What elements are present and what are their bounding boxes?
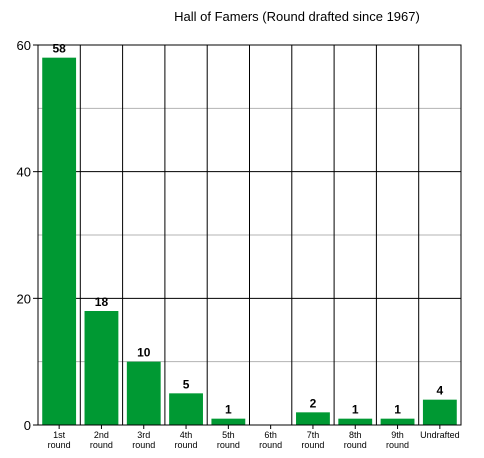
x-tick-label-line: round [301, 440, 324, 450]
x-tick-label-line: 7th [307, 430, 320, 440]
x-tick-label-line: round [48, 440, 71, 450]
data-label: 1 [225, 403, 232, 417]
bars [42, 57, 457, 426]
x-tick-label-line: Undrafted [420, 430, 460, 440]
data-label: 2 [310, 396, 317, 410]
x-tick-label-line: 6th [264, 430, 277, 440]
y-tick-label: 60 [17, 38, 31, 53]
x-tick-label-line: 3rd [137, 430, 150, 440]
bar [380, 418, 415, 425]
data-label: 1 [352, 403, 359, 417]
x-tick-label: 2nd round [90, 430, 113, 450]
x-tick-label-line: round [344, 440, 367, 450]
x-tick-label: 8th round [344, 430, 367, 450]
data-label: 4 [437, 384, 444, 398]
bar [296, 412, 330, 425]
x-tick-label-line: round [175, 440, 198, 450]
bar [338, 418, 373, 425]
x-tick-label: 5th round [217, 430, 240, 450]
plot-frame [37, 44, 462, 426]
data-label: 5 [183, 377, 190, 391]
gridlines [38, 44, 461, 426]
bar [422, 399, 457, 425]
x-tick-label-line: 5th [222, 430, 235, 440]
x-tick-label-line: round [217, 440, 240, 450]
chart-title: Hall of Famers (Round drafted since 1967… [174, 9, 420, 24]
bar [126, 361, 161, 425]
data-label: 1 [394, 403, 401, 417]
axes [37, 44, 462, 426]
x-tick-label-line: 4th [180, 430, 193, 440]
y-tick-label: 20 [17, 291, 31, 306]
bar [42, 57, 77, 426]
x-tick-label-line: round [259, 440, 282, 450]
x-tick-label: 1st round [48, 430, 71, 450]
y-axis-ticks: 0 20 40 60 [17, 38, 38, 433]
x-tick-label: 7th round [301, 430, 324, 450]
x-tick-label-line: round [132, 440, 155, 450]
y-tick-label: 40 [17, 165, 31, 180]
x-tick-label-line: 9th [391, 430, 404, 440]
x-tick-label: 9th round [386, 430, 409, 450]
x-tick-label-line: 1st [53, 430, 66, 440]
bar [169, 393, 203, 425]
x-tick-label: 6th round [259, 430, 282, 450]
x-tick-label: Undrafted [420, 430, 460, 440]
x-tick-label-line: 2nd [94, 430, 109, 440]
x-tick-label: 3rd round [132, 430, 155, 450]
data-label: 18 [95, 295, 109, 309]
x-tick-label-line: round [386, 440, 409, 450]
x-tick-label: 4th round [175, 430, 198, 450]
bar [84, 311, 119, 425]
data-label: 10 [137, 346, 151, 360]
bar [211, 418, 246, 425]
x-tick-label-line: 8th [349, 430, 362, 440]
y-tick-label: 0 [24, 418, 31, 433]
data-labels: 58 18 10 5 1 2 1 1 4 [52, 42, 443, 417]
data-label: 58 [52, 42, 66, 56]
x-tick-label-line: round [90, 440, 113, 450]
